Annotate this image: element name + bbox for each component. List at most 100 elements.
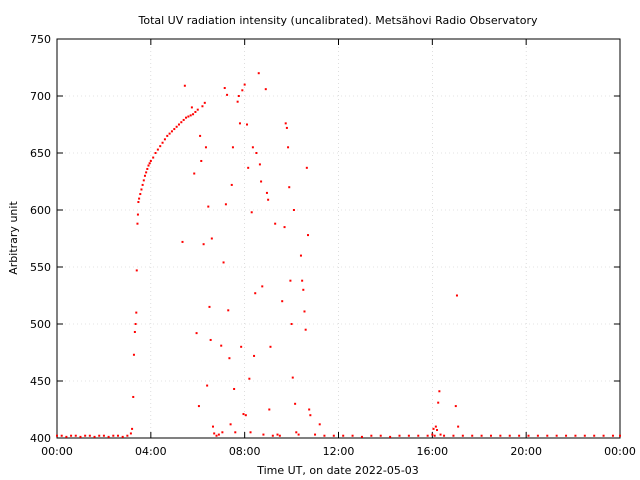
data-point — [269, 346, 271, 348]
data-point — [210, 339, 212, 341]
data-point — [433, 428, 435, 430]
data-point — [267, 199, 269, 201]
data-point — [164, 138, 166, 140]
data-point — [234, 431, 236, 433]
data-point — [89, 435, 91, 437]
data-point — [196, 332, 198, 334]
data-point — [254, 292, 256, 294]
data-point — [370, 435, 372, 437]
x-tick-label: 00:00 — [41, 445, 73, 458]
data-point — [223, 261, 225, 263]
data-point — [140, 188, 142, 190]
data-point — [261, 285, 263, 287]
y-axis-label: Arbitrary unit — [7, 201, 20, 275]
data-point — [157, 149, 159, 151]
data-point — [253, 355, 255, 357]
data-point — [136, 269, 138, 271]
data-point — [65, 436, 67, 438]
data-point — [245, 414, 247, 416]
y-tick-label: 450 — [30, 375, 51, 388]
data-point — [199, 135, 201, 137]
data-point — [268, 409, 270, 411]
data-point — [456, 295, 458, 297]
x-tick-label: 12:00 — [323, 445, 355, 458]
data-point — [216, 435, 218, 437]
data-point — [231, 184, 233, 186]
data-point — [509, 435, 511, 437]
data-point — [126, 435, 128, 437]
data-point — [537, 435, 539, 437]
data-point — [248, 378, 250, 380]
data-point — [546, 435, 548, 437]
data-point — [221, 431, 223, 433]
data-point — [241, 89, 243, 91]
data-point — [187, 116, 189, 118]
data-point — [277, 434, 279, 436]
data-point — [293, 209, 295, 211]
data-point — [152, 157, 154, 159]
x-axis-label: Time UT, on date 2022-05-03 — [256, 464, 419, 477]
data-point — [251, 211, 253, 213]
data-point — [380, 435, 382, 437]
data-point — [233, 388, 235, 390]
data-point — [206, 385, 208, 387]
data-point — [162, 142, 164, 144]
data-point — [237, 101, 239, 103]
data-point — [300, 255, 302, 257]
data-point — [266, 192, 268, 194]
data-point — [176, 126, 178, 128]
data-point — [205, 146, 207, 148]
data-point — [204, 102, 206, 104]
data-point — [440, 434, 442, 436]
data-point — [431, 434, 433, 436]
data-point — [308, 409, 310, 411]
uv-radiation-chart: Total UV radiation intensity (uncalibrat… — [0, 0, 640, 480]
data-point — [131, 428, 133, 430]
data-point — [180, 121, 182, 123]
data-point — [139, 193, 141, 195]
chart-title: Total UV radiation intensity (uncalibrat… — [138, 14, 538, 27]
data-point — [574, 435, 576, 437]
data-point — [147, 165, 149, 167]
data-point — [603, 435, 605, 437]
y-tick-label: 500 — [30, 318, 51, 331]
data-point — [612, 435, 614, 437]
data-point — [132, 396, 134, 398]
data-point — [191, 106, 193, 108]
data-point — [137, 201, 139, 203]
data-point — [314, 434, 316, 436]
data-point — [619, 435, 621, 437]
data-point — [194, 111, 196, 113]
data-point — [61, 435, 63, 437]
data-point — [427, 435, 429, 437]
data-point — [584, 435, 586, 437]
data-point — [438, 390, 440, 392]
data-point — [274, 223, 276, 225]
data-point — [197, 109, 199, 111]
data-point — [103, 435, 105, 437]
data-point — [518, 435, 520, 437]
data-point — [305, 329, 307, 331]
data-point — [342, 435, 344, 437]
y-tick-label: 700 — [30, 90, 51, 103]
data-point — [272, 435, 274, 437]
data-point — [240, 346, 242, 348]
data-point — [94, 436, 96, 438]
x-tick-label: 04:00 — [135, 445, 167, 458]
data-point — [155, 152, 157, 154]
data-point — [173, 128, 175, 130]
data-point — [208, 306, 210, 308]
data-point — [75, 435, 77, 437]
data-point — [457, 426, 459, 428]
data-point — [286, 127, 288, 129]
data-point — [227, 309, 229, 311]
data-point — [238, 95, 240, 97]
data-point — [294, 403, 296, 405]
data-point — [228, 357, 230, 359]
data-point — [265, 88, 267, 90]
data-point — [323, 435, 325, 437]
chart-background — [0, 0, 640, 480]
data-point — [133, 354, 135, 356]
data-point — [298, 434, 300, 436]
data-point — [224, 87, 226, 89]
